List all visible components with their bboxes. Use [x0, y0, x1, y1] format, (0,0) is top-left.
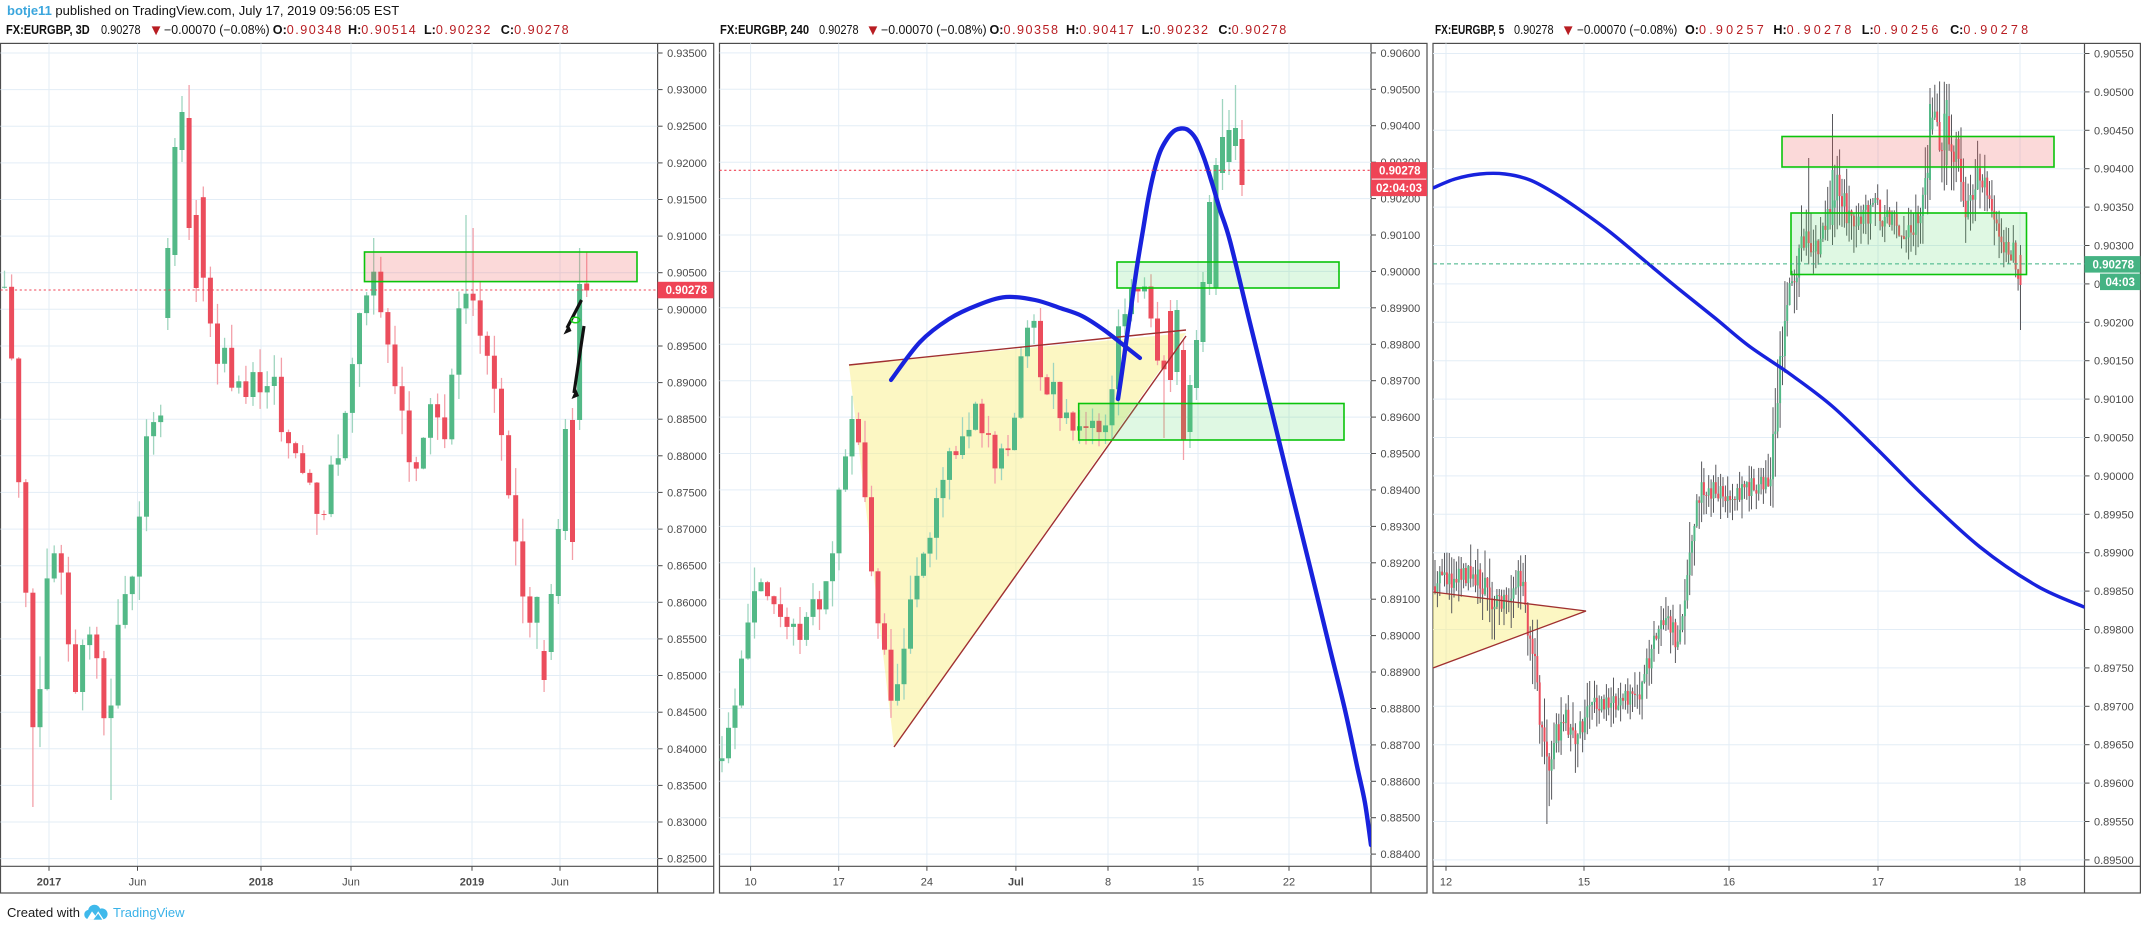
svg-text:0.90000: 0.90000: [2094, 471, 2134, 483]
svg-text:0.87000: 0.87000: [667, 524, 707, 536]
svg-text:0.89500: 0.89500: [1381, 449, 1421, 461]
svg-text:8: 8: [1105, 876, 1111, 888]
svg-text:24: 24: [921, 876, 933, 888]
svg-text:0.89700: 0.89700: [1381, 376, 1421, 388]
svg-text:16: 16: [1723, 876, 1735, 888]
svg-text:0.90450: 0.90450: [2094, 125, 2134, 137]
svg-text:0.90150: 0.90150: [2094, 356, 2134, 368]
svg-text:0.90550: 0.90550: [2094, 49, 2134, 61]
svg-text:0.92500: 0.92500: [667, 121, 707, 133]
svg-text:0.82500: 0.82500: [667, 854, 707, 866]
svg-text:0.90100: 0.90100: [1381, 230, 1421, 242]
svg-text:0.88000: 0.88000: [667, 451, 707, 463]
svg-text:0.89200: 0.89200: [1381, 558, 1421, 570]
svg-text:0.90278: 0.90278: [666, 285, 708, 297]
svg-text:04:03: 04:03: [2105, 277, 2134, 289]
svg-text:0.88500: 0.88500: [667, 414, 707, 426]
svg-text:Jun: Jun: [129, 876, 147, 888]
svg-text:0.88800: 0.88800: [1381, 704, 1421, 716]
svg-text:0.88900: 0.88900: [1381, 667, 1421, 679]
svg-text:2017: 2017: [37, 876, 61, 888]
svg-text:0.93500: 0.93500: [667, 48, 707, 60]
svg-text:0.89850: 0.89850: [2094, 586, 2134, 598]
svg-text:0.89900: 0.89900: [2094, 548, 2134, 560]
svg-text:0.90200: 0.90200: [1381, 194, 1421, 206]
svg-text:0.88400: 0.88400: [1381, 849, 1421, 861]
svg-text:0.90350: 0.90350: [2094, 202, 2134, 214]
svg-text:0.88700: 0.88700: [1381, 740, 1421, 752]
svg-text:0.86000: 0.86000: [667, 597, 707, 609]
svg-text:0.90500: 0.90500: [667, 268, 707, 280]
svg-text:0.90278: 0.90278: [2093, 260, 2135, 272]
svg-text:0.90500: 0.90500: [1381, 84, 1421, 96]
svg-text:0.84000: 0.84000: [667, 744, 707, 756]
svg-text:0.89700: 0.89700: [2094, 701, 2134, 713]
svg-text:0.89500: 0.89500: [2094, 855, 2134, 867]
svg-text:0.89950: 0.89950: [2094, 509, 2134, 521]
svg-text:0.90278: 0.90278: [1379, 166, 1421, 178]
svg-text:0.89100: 0.89100: [1381, 594, 1421, 606]
svg-text:0.90500: 0.90500: [2094, 87, 2134, 99]
svg-text:0.86500: 0.86500: [667, 561, 707, 573]
svg-text:0.89400: 0.89400: [1381, 485, 1421, 497]
svg-text:0.89600: 0.89600: [2094, 778, 2134, 790]
svg-text:0.87500: 0.87500: [667, 487, 707, 499]
svg-text:0.89650: 0.89650: [2094, 740, 2134, 752]
svg-text:0.90200: 0.90200: [2094, 317, 2134, 329]
svg-text:0.93000: 0.93000: [667, 85, 707, 97]
svg-text:0.90600: 0.90600: [1381, 48, 1421, 60]
svg-text:0.89800: 0.89800: [1381, 339, 1421, 351]
svg-text:0.90100: 0.90100: [2094, 394, 2134, 406]
svg-text:0.90400: 0.90400: [1381, 121, 1421, 133]
svg-text:0.89300: 0.89300: [1381, 521, 1421, 533]
svg-text:0.92000: 0.92000: [667, 158, 707, 170]
svg-text:0.89600: 0.89600: [1381, 412, 1421, 424]
svg-text:0.90000: 0.90000: [667, 304, 707, 316]
svg-text:0.84500: 0.84500: [667, 707, 707, 719]
svg-text:10: 10: [744, 876, 756, 888]
svg-text:0.89000: 0.89000: [667, 378, 707, 390]
svg-text:0.91000: 0.91000: [667, 231, 707, 243]
svg-text:0.88500: 0.88500: [1381, 813, 1421, 825]
svg-text:18: 18: [2014, 876, 2026, 888]
svg-text:0.85500: 0.85500: [667, 634, 707, 646]
svg-text:0.89500: 0.89500: [667, 341, 707, 353]
svg-text:0.88600: 0.88600: [1381, 776, 1421, 788]
svg-text:0.90050: 0.90050: [2094, 433, 2134, 445]
svg-text:0.85000: 0.85000: [667, 671, 707, 683]
svg-text:0.89000: 0.89000: [1381, 631, 1421, 643]
svg-text:0.91500: 0.91500: [667, 195, 707, 207]
svg-text:0.90400: 0.90400: [2094, 164, 2134, 176]
svg-text:15: 15: [1578, 876, 1590, 888]
svg-text:Jul: Jul: [1008, 876, 1024, 888]
svg-text:0.89750: 0.89750: [2094, 663, 2134, 675]
svg-text:0.83000: 0.83000: [667, 817, 707, 829]
svg-text:0.83500: 0.83500: [667, 780, 707, 792]
svg-text:0.90300: 0.90300: [2094, 241, 2134, 253]
svg-text:0.89800: 0.89800: [2094, 625, 2134, 637]
svg-text:17: 17: [1872, 876, 1884, 888]
svg-text:0.89900: 0.89900: [1381, 303, 1421, 315]
svg-text:2018: 2018: [249, 876, 273, 888]
svg-text:0.90000: 0.90000: [1381, 266, 1421, 278]
svg-text:12: 12: [1440, 876, 1452, 888]
svg-text:15: 15: [1192, 876, 1204, 888]
svg-text:17: 17: [833, 876, 845, 888]
svg-text:2019: 2019: [460, 876, 484, 888]
svg-text:Jun: Jun: [342, 876, 360, 888]
svg-text:0.89550: 0.89550: [2094, 817, 2134, 829]
svg-text:02:04:03: 02:04:03: [1376, 183, 1422, 195]
svg-text:Jun: Jun: [551, 876, 569, 888]
svg-text:22: 22: [1283, 876, 1295, 888]
